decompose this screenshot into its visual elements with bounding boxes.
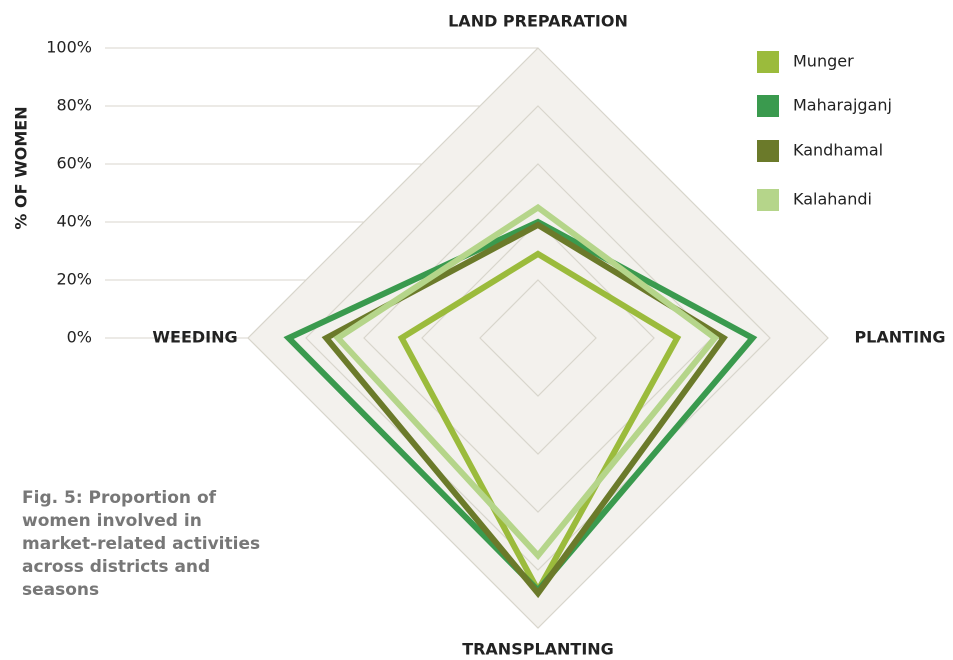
legend-swatch bbox=[757, 51, 779, 73]
caption: Fig. 5: Proportion of women involved in … bbox=[22, 488, 261, 600]
axis-label: TRANSPLANTING bbox=[462, 640, 614, 659]
y-axis-label: % OF WOMEN bbox=[12, 106, 31, 229]
grid-ring bbox=[479, 279, 597, 397]
y-tick-label: 20% bbox=[56, 270, 92, 289]
legend-label: Maharajganj bbox=[793, 96, 892, 115]
grid-ring bbox=[305, 105, 771, 571]
legend-label: Munger bbox=[793, 52, 854, 71]
y-tick-label: 60% bbox=[56, 154, 92, 173]
legend-swatch bbox=[757, 189, 779, 211]
y-tick-label: 0% bbox=[67, 328, 92, 347]
y-tick-label: 80% bbox=[56, 96, 92, 115]
series-line bbox=[333, 203, 720, 561]
legend-label: Kalahandi bbox=[793, 190, 872, 209]
legend-swatch bbox=[757, 95, 779, 117]
legend-label: Kandhamal bbox=[793, 141, 883, 160]
legend-swatch bbox=[757, 140, 779, 162]
axis-label: PLANTING bbox=[854, 328, 945, 347]
y-tick-label: 40% bbox=[56, 212, 92, 231]
axis-label: WEEDING bbox=[152, 328, 237, 347]
axis-label: LAND PREPARATION bbox=[448, 12, 628, 31]
grid-ring bbox=[247, 47, 829, 629]
y-tick-label: 100% bbox=[46, 38, 92, 57]
